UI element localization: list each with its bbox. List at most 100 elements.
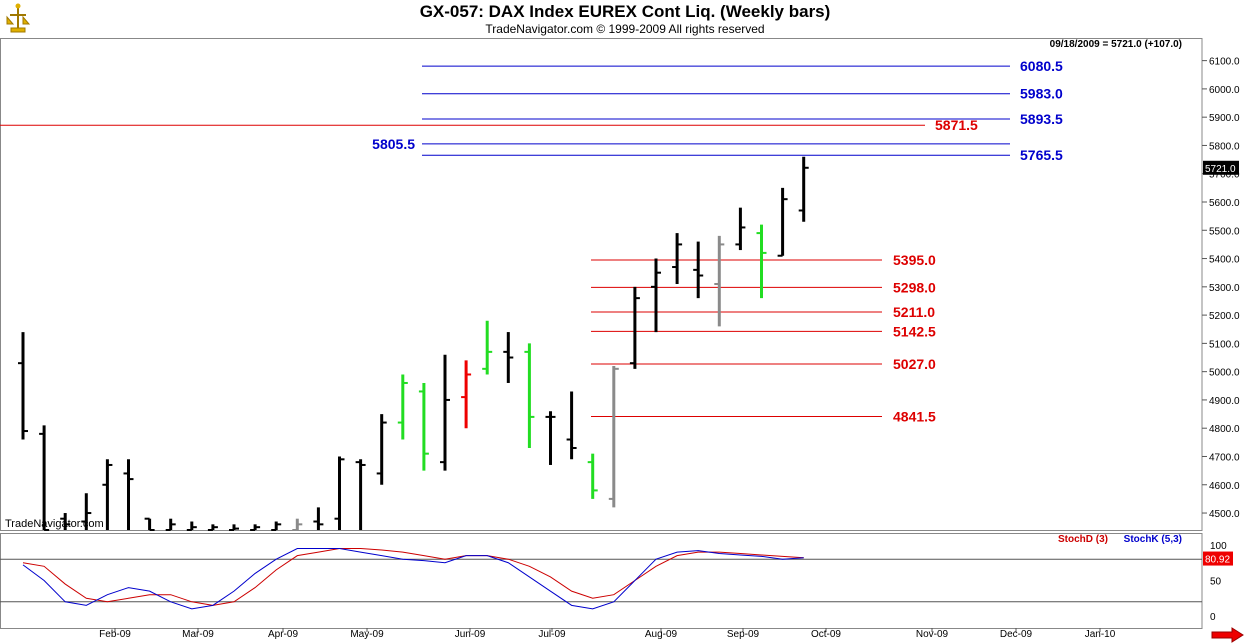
ohlc-bar <box>629 286 640 369</box>
ohlc-bar <box>693 241 704 299</box>
last-stoch-box <box>1203 551 1233 566</box>
price-tick-label: 6000.0 <box>1209 85 1240 96</box>
ohlc-bar <box>102 459 113 530</box>
level-label: 5395.0 <box>893 252 936 268</box>
x-tick-label: Feb-09 <box>99 629 131 640</box>
ohlc-bar <box>672 233 683 284</box>
stochastic-pane: 0 50 100 StochD (3) StochK (5,3) 80.92 <box>0 533 1233 629</box>
ohlc-bar <box>440 354 450 471</box>
level-label: 4841.5 <box>893 408 936 424</box>
ohlc-bar <box>313 507 324 530</box>
price-tick-label: 5000.0 <box>1209 368 1240 379</box>
level-label: 5211.0 <box>893 304 935 320</box>
ohlc-bar <box>60 513 71 530</box>
price-tick-label: 5600.0 <box>1209 198 1240 209</box>
ohlc-bar <box>608 366 619 508</box>
last-price-box <box>1203 160 1239 175</box>
ohlc-bar <box>651 258 661 333</box>
ohlc-bar <box>376 414 387 485</box>
ohlc-bar <box>229 524 239 531</box>
price-tick-label: 5300.0 <box>1209 283 1240 294</box>
level-label: 5027.0 <box>893 356 936 372</box>
ohlc-bar <box>503 332 514 383</box>
ohlc-bar <box>123 459 134 530</box>
price-tick-label: 6100.0 <box>1209 57 1240 68</box>
ohlc-bar <box>587 453 598 499</box>
stoch-series-line <box>22 548 804 606</box>
price-levels: 6080.5 5983.0 5893.5 5871.5 5805.5 5765.5 5395… <box>0 58 1063 424</box>
x-tick-label: Jan-10 <box>1085 629 1116 640</box>
level-label: 5765.5 <box>1020 147 1063 163</box>
ohlc-bar <box>250 524 261 531</box>
level-label: 6080.5 <box>1020 58 1063 74</box>
chart-subtitle: TradeNavigator.com © 1999-2009 All right… <box>485 22 765 36</box>
price-tick-label: 4800.0 <box>1209 424 1240 435</box>
trade-navigator-logo-icon[interactable] <box>4 2 32 34</box>
chart-title: GX-057: DAX Index EUREX Cont Liq. (Weekl… <box>419 2 831 21</box>
price-y-axis: 4500.0 4600.0 4700.0 4800.0 4900.0 5000.0 5100… <box>1202 57 1240 520</box>
x-tick-label: Apr-09 <box>268 629 298 640</box>
ohlc-bar <box>355 459 366 530</box>
ohlc-bar <box>777 187 788 257</box>
price-tick-label: 5900.0 <box>1209 113 1240 124</box>
ohlc-bar <box>144 517 155 531</box>
ohlc-bar <box>165 518 176 531</box>
scroll-right-arrow-icon[interactable] <box>1211 627 1244 643</box>
price-tick-label: 5700.0 <box>1209 170 1240 181</box>
ohlc-bar <box>81 493 92 530</box>
ohlc-bar <box>714 235 725 327</box>
price-tick-label: 5400.0 <box>1209 255 1240 266</box>
x-tick-label: Jul-09 <box>538 629 566 640</box>
x-tick-label: Aug-09 <box>645 629 678 640</box>
x-axis: Feb-09 Mar-09 Apr-09 May-09 Jun-09 Jul-09 Aug-… <box>99 628 1116 640</box>
legend-stochk: StochK (5,3) <box>1124 534 1182 545</box>
price-tick-label: 4600.0 <box>1209 481 1240 492</box>
legend-stochd: StochD (3) <box>1058 534 1108 545</box>
ohlc-bar <box>39 425 50 531</box>
price-tick-label: 4900.0 <box>1209 396 1240 407</box>
chart-header: GX-057: DAX Index EUREX Cont Liq. (Weekl… <box>0 0 1250 38</box>
stoch-series-line <box>22 548 804 610</box>
ohlc-bar <box>545 411 556 465</box>
ohlc-bars <box>18 156 809 531</box>
ohlc-bar <box>334 456 345 530</box>
last-price-label: 5721.0 <box>1205 164 1236 175</box>
ohlc-bar <box>798 156 809 222</box>
price-tick-label: 5200.0 <box>1209 311 1240 322</box>
chart-info: 09/18/2009 = 5721.0 (+107.0) <box>1050 39 1182 50</box>
ohlc-bar <box>397 374 408 440</box>
stoch-pane-frame <box>0 533 1203 629</box>
level-label: 5142.5 <box>893 323 936 339</box>
ohlc-bar <box>524 343 535 448</box>
price-pane: 09/18/2009 = 5721.0 (+107.0) TradeNavigat… <box>0 38 1240 531</box>
price-tick-label: 5500.0 <box>1209 226 1240 237</box>
last-stoch-label: 80.92 <box>1205 555 1230 566</box>
stoch-tick-label: 0 <box>1210 612 1216 623</box>
ohlc-bar <box>566 391 577 460</box>
stoch-tick-label: 100 <box>1210 541 1227 552</box>
x-tick-label: Mar-09 <box>182 629 214 640</box>
x-tick-label: Sep-09 <box>727 629 760 640</box>
price-pane-frame <box>0 38 1203 531</box>
level-label: 5298.0 <box>893 279 936 295</box>
ohlc-bar <box>292 518 303 531</box>
info-label: 09/18/2009 = 5721.0 (+107.0) <box>1050 39 1182 50</box>
price-tick-label: 5800.0 <box>1209 141 1240 152</box>
ohlc-bar <box>482 320 493 375</box>
ohlc-bar <box>271 521 282 531</box>
ohlc-bar <box>756 224 767 299</box>
x-tick-label: Nov-09 <box>916 629 949 640</box>
price-tick-label: 5100.0 <box>1209 339 1240 350</box>
level-label: 5871.5 <box>935 117 978 133</box>
x-tick-label: Dec-09 <box>1000 629 1033 640</box>
level-label: 5893.5 <box>1020 111 1063 127</box>
x-tick-label: Jun-09 <box>455 629 486 640</box>
x-tick-label: Oct-09 <box>811 629 841 640</box>
ohlc-bar <box>418 382 429 471</box>
ohlc-bar <box>18 332 28 440</box>
price-tick-label: 4500.0 <box>1209 509 1240 520</box>
level-label: 5983.0 <box>1020 86 1063 102</box>
ohlc-bar <box>461 360 472 429</box>
ohlc-bar <box>735 207 746 251</box>
